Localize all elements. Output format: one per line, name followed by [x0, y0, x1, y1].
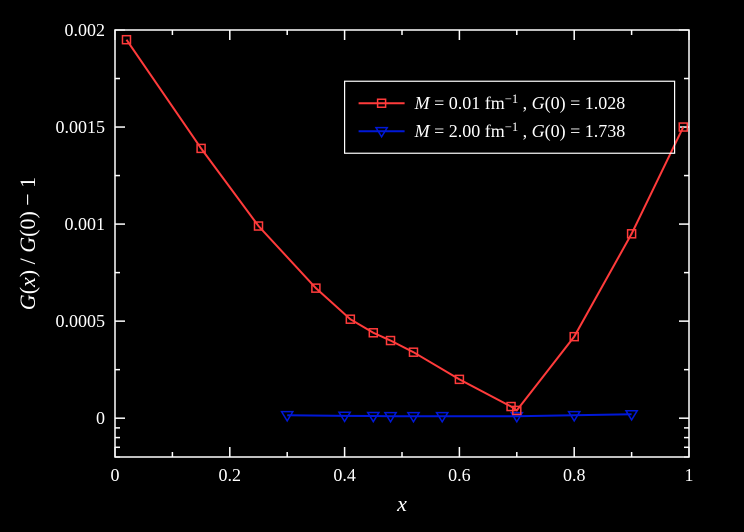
x-tick-label: 0.4: [333, 465, 356, 485]
y-tick-label: 0: [96, 408, 105, 428]
x-axis-title: x: [396, 491, 407, 516]
x-tick-label: 0.2: [219, 465, 242, 485]
y-tick-label: 0.0005: [56, 311, 106, 331]
x-tick-label: 0.8: [563, 465, 586, 485]
x-tick-label: 0.6: [448, 465, 471, 485]
y-tick-label: 0.002: [65, 20, 106, 40]
legend-item-label: M = 0.01 fm−1 , G(0) = 1.028: [414, 92, 626, 114]
x-tick-label: 0: [111, 465, 120, 485]
y-tick-label: 0.0015: [56, 117, 106, 137]
legend-item-label: M = 2.00 fm−1 , G(0) = 1.738: [414, 120, 626, 142]
chart-canvas: 0 0.2 0.4 0.6 0.8 1 0 0.0005 0.001 0.0015 0.002 x G(…: [0, 0, 744, 532]
y-axis-title: G(x) / G(0) − 1: [15, 177, 40, 310]
svg-text:G(x) / G(0) − 1: G(x) / G(0) − 1: [15, 177, 40, 310]
y-tick-label: 0.001: [65, 214, 106, 234]
x-tick-label: 1: [685, 465, 694, 485]
